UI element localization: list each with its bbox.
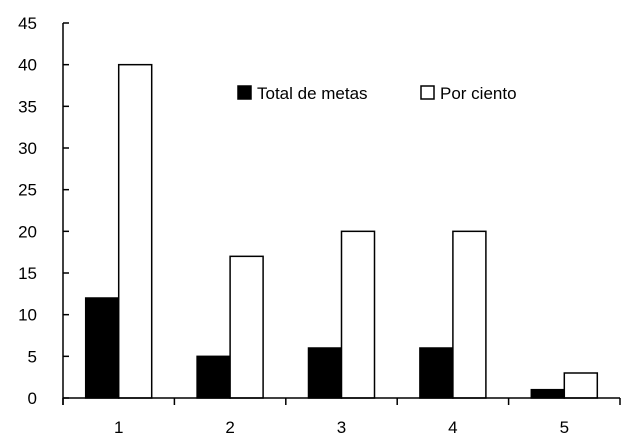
x-tick-label: 3: [337, 418, 346, 437]
legend-label-por-ciento: Por ciento: [440, 84, 517, 103]
bar-por-ciento-2: [229, 255, 264, 399]
bar-por-ciento-5: [563, 372, 599, 399]
x-tick-label: 5: [560, 418, 569, 437]
bar-total-de-metas-5: [530, 388, 566, 399]
bar-por-ciento-3: [340, 230, 376, 399]
y-tick-label: 45: [18, 14, 37, 33]
bar-total-de-metas-4: [419, 347, 454, 399]
legend-label-total-de-metas: Total de metas: [257, 84, 368, 103]
x-tick-label: 2: [225, 418, 234, 437]
bar-total-de-metas-2: [196, 355, 231, 399]
bar-total-de-metas-3: [307, 347, 343, 399]
y-tick-label: 5: [28, 347, 37, 366]
legend-swatch-por-ciento: [420, 85, 435, 100]
bars-layer: [84, 63, 599, 399]
bar-total-de-metas-1: [84, 297, 120, 399]
legend: Total de metas Por ciento: [237, 84, 517, 103]
bar-por-ciento-1: [117, 63, 153, 399]
x-tick-label: 1: [114, 418, 123, 437]
y-tick-label: 35: [18, 97, 37, 116]
legend-swatch-total-de-metas: [237, 85, 252, 100]
y-tick-label: 15: [18, 264, 37, 283]
y-tick-label: 20: [18, 222, 37, 241]
x-tick-label: 4: [448, 418, 457, 437]
y-tick-label: 10: [18, 306, 37, 325]
y-tick-label: 0: [28, 389, 37, 408]
y-tick-label: 25: [18, 181, 37, 200]
y-tick-label: 30: [18, 139, 37, 158]
bar-por-ciento-4: [452, 230, 487, 399]
y-tick-label: 40: [18, 56, 37, 75]
